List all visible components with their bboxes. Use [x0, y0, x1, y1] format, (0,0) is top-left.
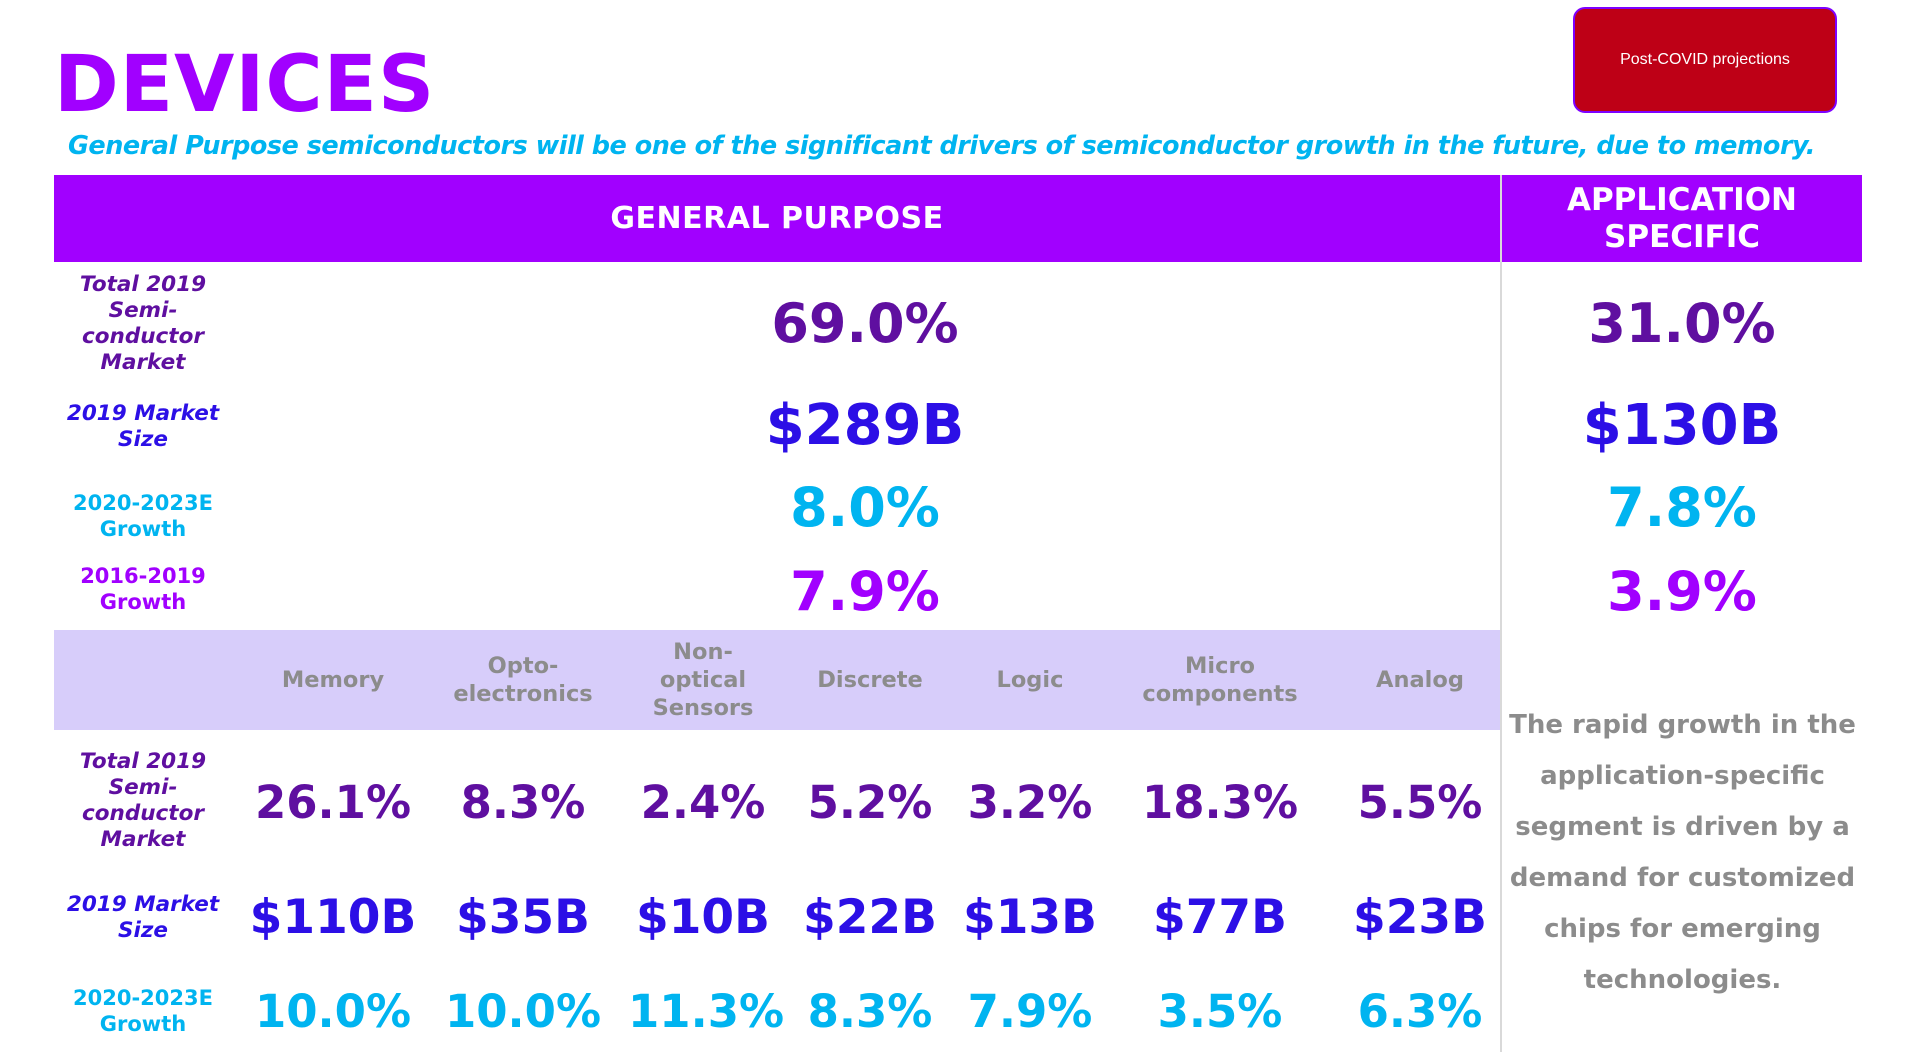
category-micro-components: Micro components: [1135, 630, 1305, 730]
row-label-total-market: Total 2019 Semi-conductor Market: [79, 272, 207, 375]
memory-growth-value: 10.0%: [254, 985, 412, 1038]
category-non-optical-sensors: Non-optical Sensors: [638, 630, 768, 730]
row-label-market-size: 2019 Market Size: [66, 401, 220, 452]
analog-share-value: 5.5%: [1357, 776, 1483, 829]
non-optical-sensors-growth-value: 11.3%: [628, 985, 785, 1038]
category-micro-components-label: Micro components: [1142, 653, 1298, 707]
discrete-market-size-value: $22B: [803, 890, 937, 945]
category-opto-electronics-label: Opto-electronics: [453, 653, 593, 707]
gp-total-market-value: 69.0%: [771, 292, 959, 355]
category-logic: Logic: [996, 667, 1064, 693]
category-opto-electronics: Opto-electronics: [448, 630, 598, 730]
application-specific-header-label: APPLICATION SPECIFIC: [1566, 181, 1798, 255]
non-optical-sensors-share-value: 2.4%: [640, 776, 766, 829]
row-label-market-size-categories: 2019 Market Size: [66, 892, 220, 943]
column-divider: [1500, 175, 1502, 1052]
micro-components-share-value: 18.3%: [1141, 776, 1299, 829]
row-label-growth-2020-2023: 2020-2023E Growth: [73, 491, 213, 541]
analog-market-size-value: $23B: [1353, 890, 1487, 945]
row-label-growth-2016-2019: 2016-2019 Growth: [80, 564, 206, 614]
post-covid-projections-button[interactable]: Post-COVID projections: [1573, 7, 1837, 113]
row-label-growth-categories: 2020-2023E Growth: [73, 986, 213, 1036]
page-title: DEVICES: [54, 40, 436, 130]
memory-share-value: 26.1%: [254, 776, 412, 829]
application-specific-header: APPLICATION SPECIFIC: [1502, 175, 1862, 262]
general-purpose-header: GENERAL PURPOSE: [54, 175, 1500, 262]
gp-market-size-value: $289B: [765, 393, 965, 458]
micro-components-market-size-value: $77B: [1153, 890, 1287, 945]
logic-growth-value: 7.9%: [967, 985, 1093, 1038]
row-label-total-market-categories: Total 2019 Semi-conductor Market: [79, 749, 207, 852]
application-specific-note: The rapid growth in the application-spec…: [1509, 710, 1856, 995]
logic-market-size-value: $13B: [963, 890, 1097, 945]
as-growth-2016-2019-value: 3.9%: [1607, 560, 1757, 623]
opto-electronics-growth-value: 10.0%: [444, 985, 602, 1038]
page-subtitle: General Purpose semiconductors will be o…: [68, 131, 1816, 161]
memory-market-size-value: $110B: [249, 890, 417, 945]
gp-growth-2020-2023-value: 8.0%: [790, 476, 940, 539]
discrete-growth-value: 8.3%: [807, 985, 933, 1038]
as-growth-2020-2023-value: 7.8%: [1607, 476, 1757, 539]
discrete-share-value: 5.2%: [807, 776, 933, 829]
category-discrete: Discrete: [817, 667, 923, 693]
category-memory: Memory: [281, 667, 385, 693]
opto-electronics-market-size-value: $35B: [456, 890, 590, 945]
category-analog: Analog: [1376, 667, 1464, 693]
category-header-band: [54, 630, 1500, 730]
non-optical-sensors-market-size-value: $10B: [636, 890, 770, 945]
category-non-optical-sensors-label: Non-optical Sensors: [652, 639, 754, 721]
analog-growth-value: 6.3%: [1357, 985, 1483, 1038]
micro-components-growth-value: 3.5%: [1157, 985, 1283, 1038]
as-total-market-value: 31.0%: [1588, 292, 1776, 355]
as-market-size-value: $130B: [1582, 393, 1782, 458]
gp-growth-2016-2019-value: 7.9%: [790, 560, 940, 623]
opto-electronics-share-value: 8.3%: [460, 776, 586, 829]
logic-share-value: 3.2%: [967, 776, 1093, 829]
